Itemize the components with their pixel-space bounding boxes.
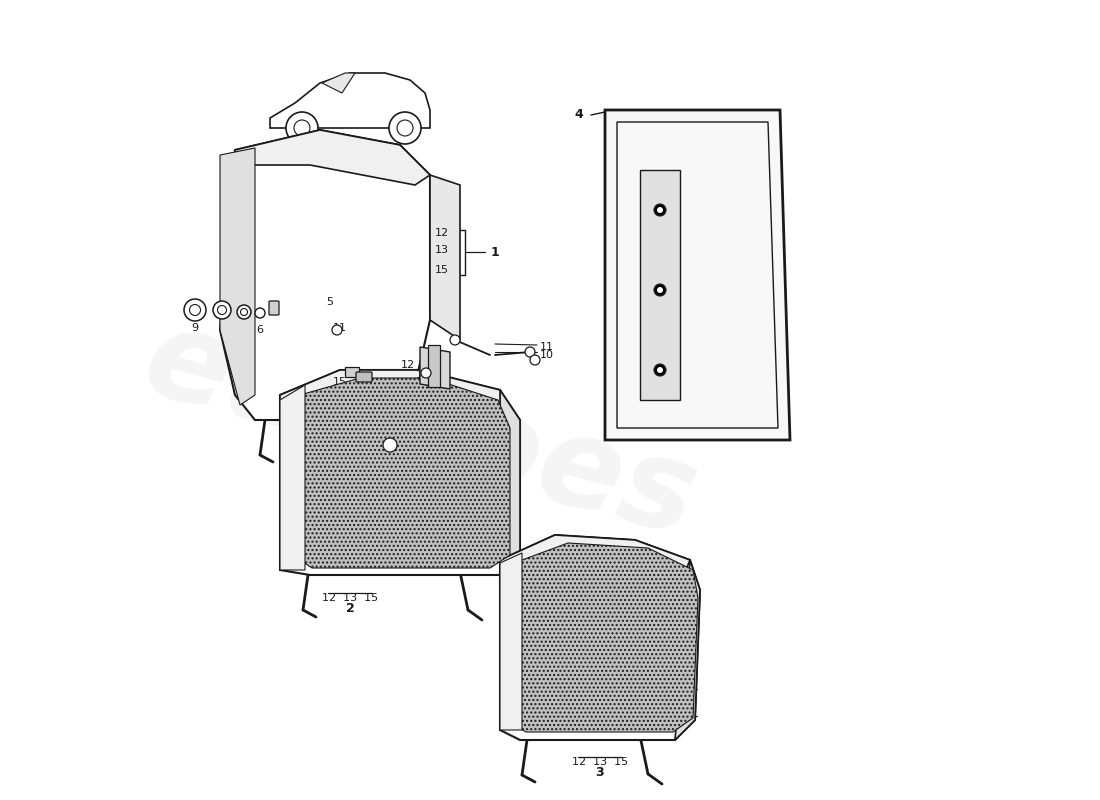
Polygon shape	[605, 110, 790, 440]
Polygon shape	[500, 553, 522, 730]
Polygon shape	[300, 378, 510, 568]
Circle shape	[286, 112, 318, 144]
Text: 11: 11	[333, 323, 346, 333]
Polygon shape	[430, 175, 460, 340]
Text: 4: 4	[574, 109, 583, 122]
Text: 1: 1	[491, 246, 499, 258]
Circle shape	[421, 368, 431, 378]
Circle shape	[657, 207, 663, 213]
Polygon shape	[500, 390, 520, 575]
Polygon shape	[220, 148, 255, 405]
Text: 2: 2	[345, 602, 354, 614]
Polygon shape	[640, 170, 680, 400]
Circle shape	[236, 305, 251, 319]
Text: 12: 12	[434, 228, 449, 238]
Text: 15: 15	[333, 377, 346, 387]
Bar	[428, 345, 440, 387]
Circle shape	[383, 438, 397, 452]
Polygon shape	[617, 122, 778, 428]
Text: 10: 10	[416, 370, 430, 380]
Text: 3: 3	[596, 766, 604, 778]
Text: 14: 14	[351, 383, 365, 393]
Circle shape	[530, 355, 540, 365]
Text: 10: 10	[540, 350, 554, 360]
Circle shape	[189, 305, 200, 315]
Polygon shape	[365, 420, 415, 470]
Polygon shape	[500, 535, 690, 572]
Circle shape	[389, 112, 421, 144]
Circle shape	[397, 120, 412, 136]
Text: 13: 13	[434, 245, 449, 255]
Text: 15: 15	[434, 265, 449, 275]
Text: 12: 12	[400, 360, 415, 370]
Circle shape	[525, 347, 535, 357]
Circle shape	[213, 301, 231, 319]
Polygon shape	[280, 370, 500, 410]
Circle shape	[450, 335, 460, 345]
Circle shape	[654, 364, 666, 376]
Polygon shape	[514, 543, 698, 732]
Circle shape	[218, 306, 227, 314]
Polygon shape	[675, 560, 700, 740]
Circle shape	[654, 204, 666, 216]
Circle shape	[294, 120, 310, 136]
Text: 7: 7	[241, 325, 248, 335]
Circle shape	[184, 299, 206, 321]
Polygon shape	[420, 347, 450, 389]
Polygon shape	[280, 370, 520, 575]
Circle shape	[657, 367, 663, 373]
Circle shape	[332, 325, 342, 335]
Text: eurooes: eurooes	[131, 298, 710, 562]
FancyBboxPatch shape	[270, 301, 279, 315]
Polygon shape	[322, 73, 355, 93]
Text: 13: 13	[367, 379, 381, 389]
Text: a passion for parts since 1985: a passion for parts since 1985	[340, 478, 700, 642]
Text: 9: 9	[191, 323, 199, 333]
Text: 11: 11	[540, 342, 554, 352]
Polygon shape	[270, 73, 430, 128]
Text: 8: 8	[219, 323, 225, 333]
Circle shape	[241, 309, 248, 315]
Polygon shape	[280, 385, 305, 570]
FancyBboxPatch shape	[356, 372, 372, 382]
Text: 12  13  15: 12 13 15	[572, 757, 628, 767]
Polygon shape	[220, 130, 430, 420]
Text: 5: 5	[327, 297, 333, 307]
Circle shape	[255, 308, 265, 318]
Circle shape	[654, 284, 666, 296]
Bar	[345, 367, 359, 377]
Circle shape	[657, 287, 663, 293]
Polygon shape	[235, 130, 430, 185]
Polygon shape	[500, 535, 700, 740]
Text: 12  13  15: 12 13 15	[322, 593, 378, 603]
Text: 6: 6	[256, 325, 264, 335]
